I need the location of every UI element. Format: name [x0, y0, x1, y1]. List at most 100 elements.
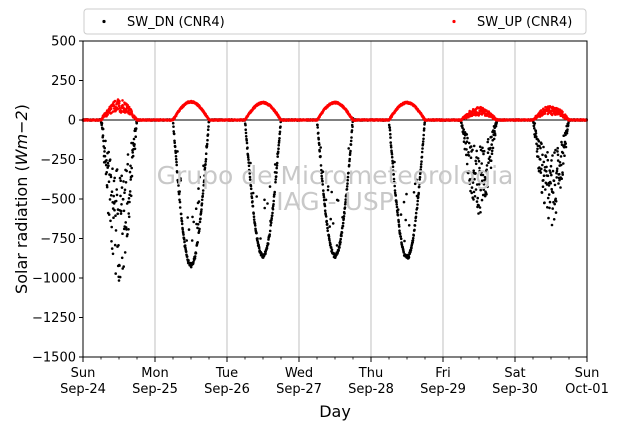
- sw-dn-point: [345, 193, 348, 196]
- watermark-line-2: IAG - USP: [276, 187, 394, 216]
- sw-dn-point: [558, 172, 561, 176]
- sw-dn-point: [541, 185, 545, 188]
- sw-up-point: [118, 100, 121, 103]
- sw-dn-point: [109, 219, 112, 223]
- y-tick-label: −250: [40, 153, 76, 168]
- sw-dn-point: [419, 165, 423, 169]
- sw-dn-point: [178, 206, 182, 209]
- sw-dn-point: [485, 179, 489, 182]
- sw-dn-point: [341, 224, 345, 228]
- sw-dn-point: [535, 150, 539, 153]
- sw-dn-point: [472, 198, 475, 201]
- sw-dn-point: [272, 203, 275, 206]
- x-tick-day: Sat: [504, 366, 525, 381]
- sw-dn-point: [248, 175, 252, 179]
- sw-dn-point: [129, 164, 132, 168]
- sw-dn-point: [339, 241, 342, 244]
- sw-dn-point: [107, 150, 110, 154]
- sw-up-point: [121, 103, 124, 107]
- sw-dn-point: [349, 139, 353, 143]
- sw-dn-point: [206, 133, 210, 136]
- sw-dn-point: [495, 121, 499, 124]
- sw-dn-point: [190, 239, 194, 242]
- sw-dn-point: [338, 243, 342, 246]
- sw-dn-point: [348, 159, 351, 163]
- sw-dn-point: [126, 233, 129, 236]
- sw-dn-point: [259, 237, 262, 240]
- sw-dn-point: [466, 136, 469, 140]
- sw-dn-point: [546, 151, 549, 154]
- sw-dn-point: [551, 154, 554, 157]
- sw-dn-point: [342, 217, 346, 220]
- sw-dn-point: [174, 149, 177, 153]
- sw-dn-point: [393, 184, 397, 188]
- x-tick-date: Sep-30: [492, 382, 538, 397]
- sw-up-point: [127, 105, 131, 109]
- sw-dn-point: [544, 155, 548, 158]
- sw-dn-point: [413, 182, 417, 186]
- sw-dn-point: [348, 157, 352, 161]
- sw-dn-point: [347, 147, 351, 150]
- sw-dn-point: [462, 140, 466, 143]
- legend-box: [83, 8, 587, 35]
- sw-dn-point: [252, 212, 255, 215]
- sw-dn-point: [564, 145, 568, 149]
- sw-dn-point: [201, 194, 204, 198]
- sw-dn-point: [251, 191, 255, 195]
- sw-dn-point: [347, 163, 351, 167]
- sw-dn-point: [477, 204, 481, 207]
- sw-dn-point: [548, 206, 551, 210]
- sw-dn-point: [316, 123, 319, 127]
- sw-dn-point: [124, 221, 127, 224]
- sw-dn-point: [180, 222, 184, 226]
- sw-dn-point: [204, 157, 208, 161]
- sw-dn-point: [268, 185, 272, 188]
- sw-dn-point: [128, 200, 131, 204]
- sw-dn-point: [551, 169, 555, 173]
- sw-dn-point: [420, 150, 424, 154]
- sw-dn-point: [412, 191, 416, 194]
- sw-dn-point: [176, 150, 179, 153]
- sw-dn-point: [274, 175, 278, 178]
- sw-dn-point: [194, 207, 198, 210]
- x-tick-day: Sun: [575, 366, 600, 381]
- sw-dn-point: [341, 221, 345, 225]
- sw-up-point: [478, 112, 481, 115]
- sw-dn-point: [338, 246, 341, 249]
- sw-dn-point: [485, 164, 489, 167]
- sw-dn-point: [490, 143, 494, 146]
- sw-dn-point: [194, 251, 198, 255]
- sw-dn-point: [539, 158, 542, 161]
- sw-dn-point: [340, 234, 343, 238]
- sw-dn-point: [545, 170, 548, 173]
- sw-dn-point: [486, 138, 490, 141]
- sw-dn-point: [200, 202, 204, 205]
- sw-dn-point: [391, 159, 394, 163]
- sw-dn-point: [474, 162, 478, 166]
- sw-dn-point: [562, 162, 565, 165]
- sw-dn-point: [329, 217, 333, 221]
- sw-dn-point: [277, 147, 280, 150]
- sw-dn-point: [184, 250, 188, 253]
- sw-dn-point: [337, 248, 341, 252]
- sw-dn-point: [477, 159, 481, 163]
- sw-dn-point: [478, 206, 482, 209]
- sw-up-point: [113, 99, 117, 103]
- sw-dn-point: [398, 232, 402, 235]
- sw-dn-point: [101, 127, 105, 131]
- sw-dn-point: [486, 151, 490, 154]
- legend: SW_DN (CNR4) SW_UP (CNR4): [83, 8, 587, 35]
- sw-dn-point: [249, 184, 253, 188]
- sw-dn-point: [114, 229, 118, 232]
- sw-dn-point: [115, 168, 119, 171]
- sw-dn-point: [545, 183, 549, 186]
- sw-up-point: [551, 105, 554, 109]
- sw-dn-point: [125, 228, 128, 231]
- sw-dn-point: [552, 179, 556, 183]
- sw-dn-point: [172, 130, 175, 133]
- sw-dn-point: [485, 168, 489, 172]
- sw-dn-point: [247, 164, 251, 168]
- sw-dn-point: [330, 190, 334, 194]
- sw-dn-point: [552, 218, 556, 221]
- sw-dn-point: [251, 200, 254, 203]
